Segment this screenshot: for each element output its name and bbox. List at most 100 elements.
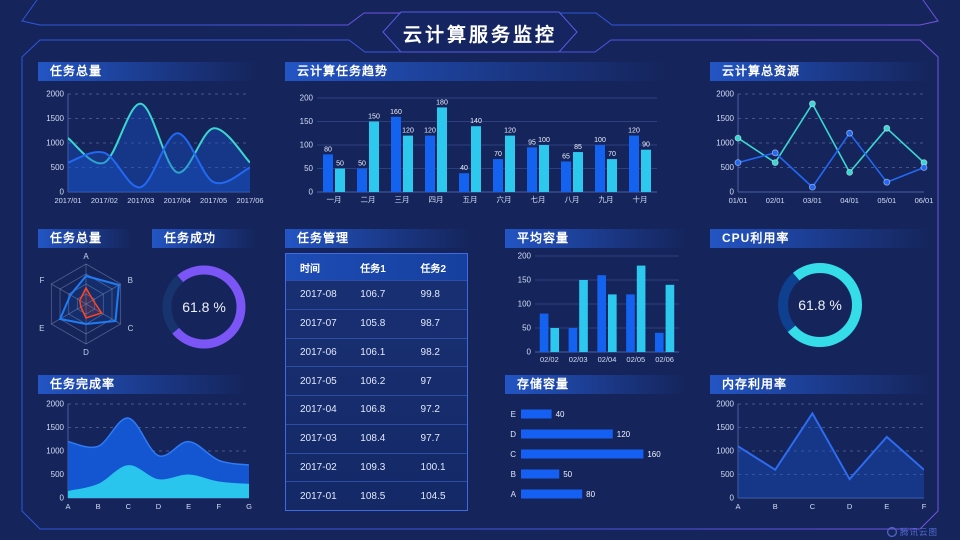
svg-text:七月: 七月 (531, 195, 546, 204)
svg-text:F: F (217, 502, 222, 511)
table-cell: 2017-07 (300, 318, 337, 330)
table-cell: 106.2 (360, 375, 386, 387)
panel-header-task-complete: 任务完成率 (38, 375, 245, 394)
table-cell: 105.8 (360, 318, 386, 330)
svg-text:120: 120 (424, 128, 436, 135)
svg-text:D: D (847, 502, 853, 511)
chart-task-complete-area: 0 500 1000 1500 2000 A B C D E F G (46, 400, 252, 512)
table-cell: 2017-04 (300, 404, 337, 416)
table-header-row: 时间 任务1 任务2 (286, 254, 467, 280)
table-cell: 97 (420, 375, 432, 387)
panel-title: 任务完成率 (50, 377, 116, 391)
table-row: 2017-04 106.8 97.2 (286, 395, 467, 424)
svg-text:180: 180 (436, 99, 448, 106)
svg-text:01/01: 01/01 (729, 196, 748, 205)
panel-title: CPU利用率 (722, 231, 790, 245)
watermark: 腾讯云图 (886, 526, 938, 538)
svg-text:65: 65 (562, 153, 570, 160)
panel-header-avg-capacity: 平均容量 (505, 229, 685, 248)
svg-text:02/01: 02/01 (766, 196, 785, 205)
svg-text:二月: 二月 (361, 195, 376, 204)
svg-text:三月: 三月 (395, 195, 410, 204)
panel-title: 平均容量 (517, 231, 570, 245)
table-header-cell: 时间 (300, 263, 320, 275)
chart-task-total-line: 0 500 1000 1500 2000 2017/01 2017/02 2017/03 201… (46, 90, 263, 206)
svg-text:70: 70 (494, 151, 502, 158)
svg-text:50: 50 (563, 470, 572, 479)
svg-text:1000: 1000 (46, 139, 64, 148)
tencent-cloud-logo-icon (886, 527, 897, 537)
svg-text:500: 500 (51, 163, 65, 172)
table-row: 2017-02 109.3 100.1 (286, 452, 467, 482)
svg-text:C: C (126, 502, 132, 511)
svg-text:120: 120 (617, 430, 631, 439)
svg-text:2017/01: 2017/01 (54, 196, 81, 205)
svg-text:61.8 %: 61.8 % (798, 297, 842, 313)
table-row: 2017-01 108.5 104.5 (286, 481, 467, 510)
svg-text:150: 150 (368, 114, 380, 121)
svg-text:E: E (186, 502, 191, 511)
svg-text:0: 0 (60, 188, 65, 197)
panel-title: 云计算任务趋势 (297, 64, 389, 78)
svg-text:E: E (511, 410, 516, 419)
svg-text:G: G (246, 502, 252, 511)
panel-title: 任务总量 (50, 64, 103, 78)
svg-text:A: A (735, 502, 740, 511)
svg-text:02/06: 02/06 (655, 355, 674, 364)
svg-text:0: 0 (730, 494, 735, 503)
panel-title: 任务成功 (164, 231, 217, 245)
svg-text:500: 500 (721, 470, 735, 479)
watermark-label: 腾讯云图 (899, 527, 938, 537)
svg-text:05/01: 05/01 (877, 196, 896, 205)
table-cell: 99.8 (420, 289, 440, 301)
chart-task-trend-bars: 0 50 100 150 200 80 50 一月 50 150 二月 160 120 三月 120 180 四… (300, 94, 657, 204)
svg-text:61.8 %: 61.8 % (182, 299, 226, 315)
svg-text:0: 0 (60, 494, 65, 503)
svg-text:150: 150 (300, 117, 314, 126)
svg-text:A: A (65, 502, 70, 511)
table-cell: 106.8 (360, 404, 386, 416)
chart-avg-capacity-bars: 0 50 100 150 200 02/02 02/03 02/04 02/05 02/06 (518, 252, 679, 364)
table-header-cell: 任务1 (360, 263, 386, 275)
panel-header-task-manage: 任务管理 (285, 229, 470, 248)
table-row: 2017-08 106.7 99.8 (286, 280, 467, 309)
table-cell: 2017-05 (300, 375, 337, 387)
svg-text:0: 0 (309, 188, 314, 197)
svg-text:160: 160 (390, 109, 402, 116)
svg-text:1500: 1500 (46, 423, 64, 432)
svg-text:04/01: 04/01 (840, 196, 859, 205)
svg-text:40: 40 (556, 410, 565, 419)
svg-text:E: E (884, 502, 889, 511)
svg-text:B: B (511, 470, 516, 479)
svg-text:02/05: 02/05 (626, 355, 645, 364)
svg-text:C: C (510, 450, 516, 459)
panel-header-task-total-line: 任务总量 (38, 62, 256, 81)
table-row: 2017-07 105.8 98.7 (286, 308, 467, 338)
svg-text:100: 100 (594, 137, 606, 144)
svg-text:03/01: 03/01 (803, 196, 822, 205)
svg-text:200: 200 (518, 252, 532, 261)
svg-text:02/03: 02/03 (569, 355, 588, 364)
svg-text:02/04: 02/04 (598, 355, 617, 364)
table-cell: 108.4 (360, 433, 386, 445)
svg-text:95: 95 (528, 139, 536, 146)
svg-text:200: 200 (300, 94, 314, 103)
svg-text:2017/04: 2017/04 (164, 196, 191, 205)
svg-text:八月: 八月 (565, 195, 580, 204)
svg-text:十月: 十月 (633, 194, 648, 204)
svg-text:1000: 1000 (716, 139, 734, 148)
svg-text:50: 50 (522, 324, 531, 333)
svg-text:F: F (40, 276, 45, 285)
panel-title: 任务总量 (50, 231, 103, 245)
panel-header-task-total-radar: 任务总量 (38, 229, 131, 248)
svg-text:06/01: 06/01 (915, 196, 934, 205)
table-cell: 98.7 (420, 318, 440, 330)
svg-text:40: 40 (460, 165, 468, 172)
table-row: 2017-06 106.1 98.2 (286, 337, 467, 367)
svg-text:160: 160 (647, 450, 661, 459)
svg-text:2000: 2000 (46, 90, 64, 99)
table-cell: 2017-06 (300, 346, 337, 358)
svg-text:B: B (96, 502, 101, 511)
table-cell: 2017-01 (300, 490, 337, 502)
table-cell: 108.5 (360, 490, 386, 502)
